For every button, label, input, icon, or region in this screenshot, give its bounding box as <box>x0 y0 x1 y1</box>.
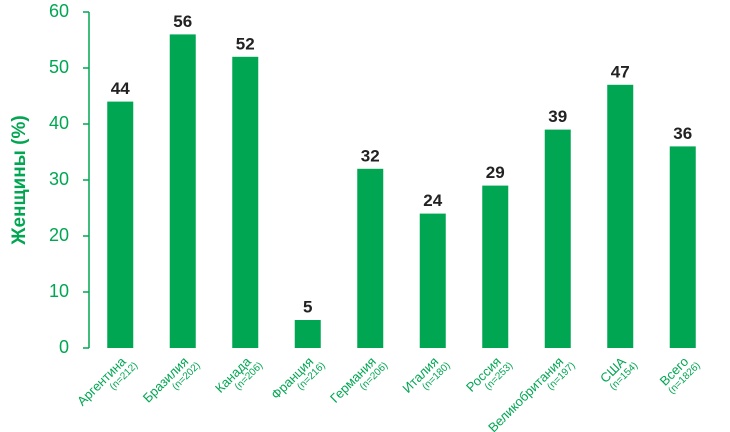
bar <box>482 185 509 348</box>
value-label: 56 <box>173 12 192 31</box>
bar <box>607 84 634 349</box>
bar <box>419 213 446 348</box>
bar <box>357 168 384 348</box>
bar <box>669 146 696 348</box>
bar <box>544 129 571 348</box>
y-tick-label: 10 <box>49 281 69 301</box>
y-tick-label: 0 <box>59 337 69 357</box>
value-label: 24 <box>423 191 442 210</box>
value-label: 52 <box>236 34 255 53</box>
y-tick-label: 30 <box>49 169 69 189</box>
y-axis-title: Женщины (%) <box>9 115 30 245</box>
value-label: 5 <box>303 297 312 316</box>
bar <box>294 320 321 348</box>
bar <box>232 56 259 349</box>
value-label: 32 <box>361 146 380 165</box>
value-label: 44 <box>111 79 130 98</box>
y-tick-label: 50 <box>49 57 69 77</box>
value-label: 29 <box>486 163 505 182</box>
value-label: 36 <box>673 124 692 143</box>
y-tick-label: 20 <box>49 225 69 245</box>
bar <box>169 34 196 349</box>
value-label: 39 <box>548 107 567 126</box>
value-label: 47 <box>611 62 630 81</box>
bar <box>107 101 134 348</box>
y-tick-label: 60 <box>49 1 69 21</box>
y-tick-label: 40 <box>49 113 69 133</box>
